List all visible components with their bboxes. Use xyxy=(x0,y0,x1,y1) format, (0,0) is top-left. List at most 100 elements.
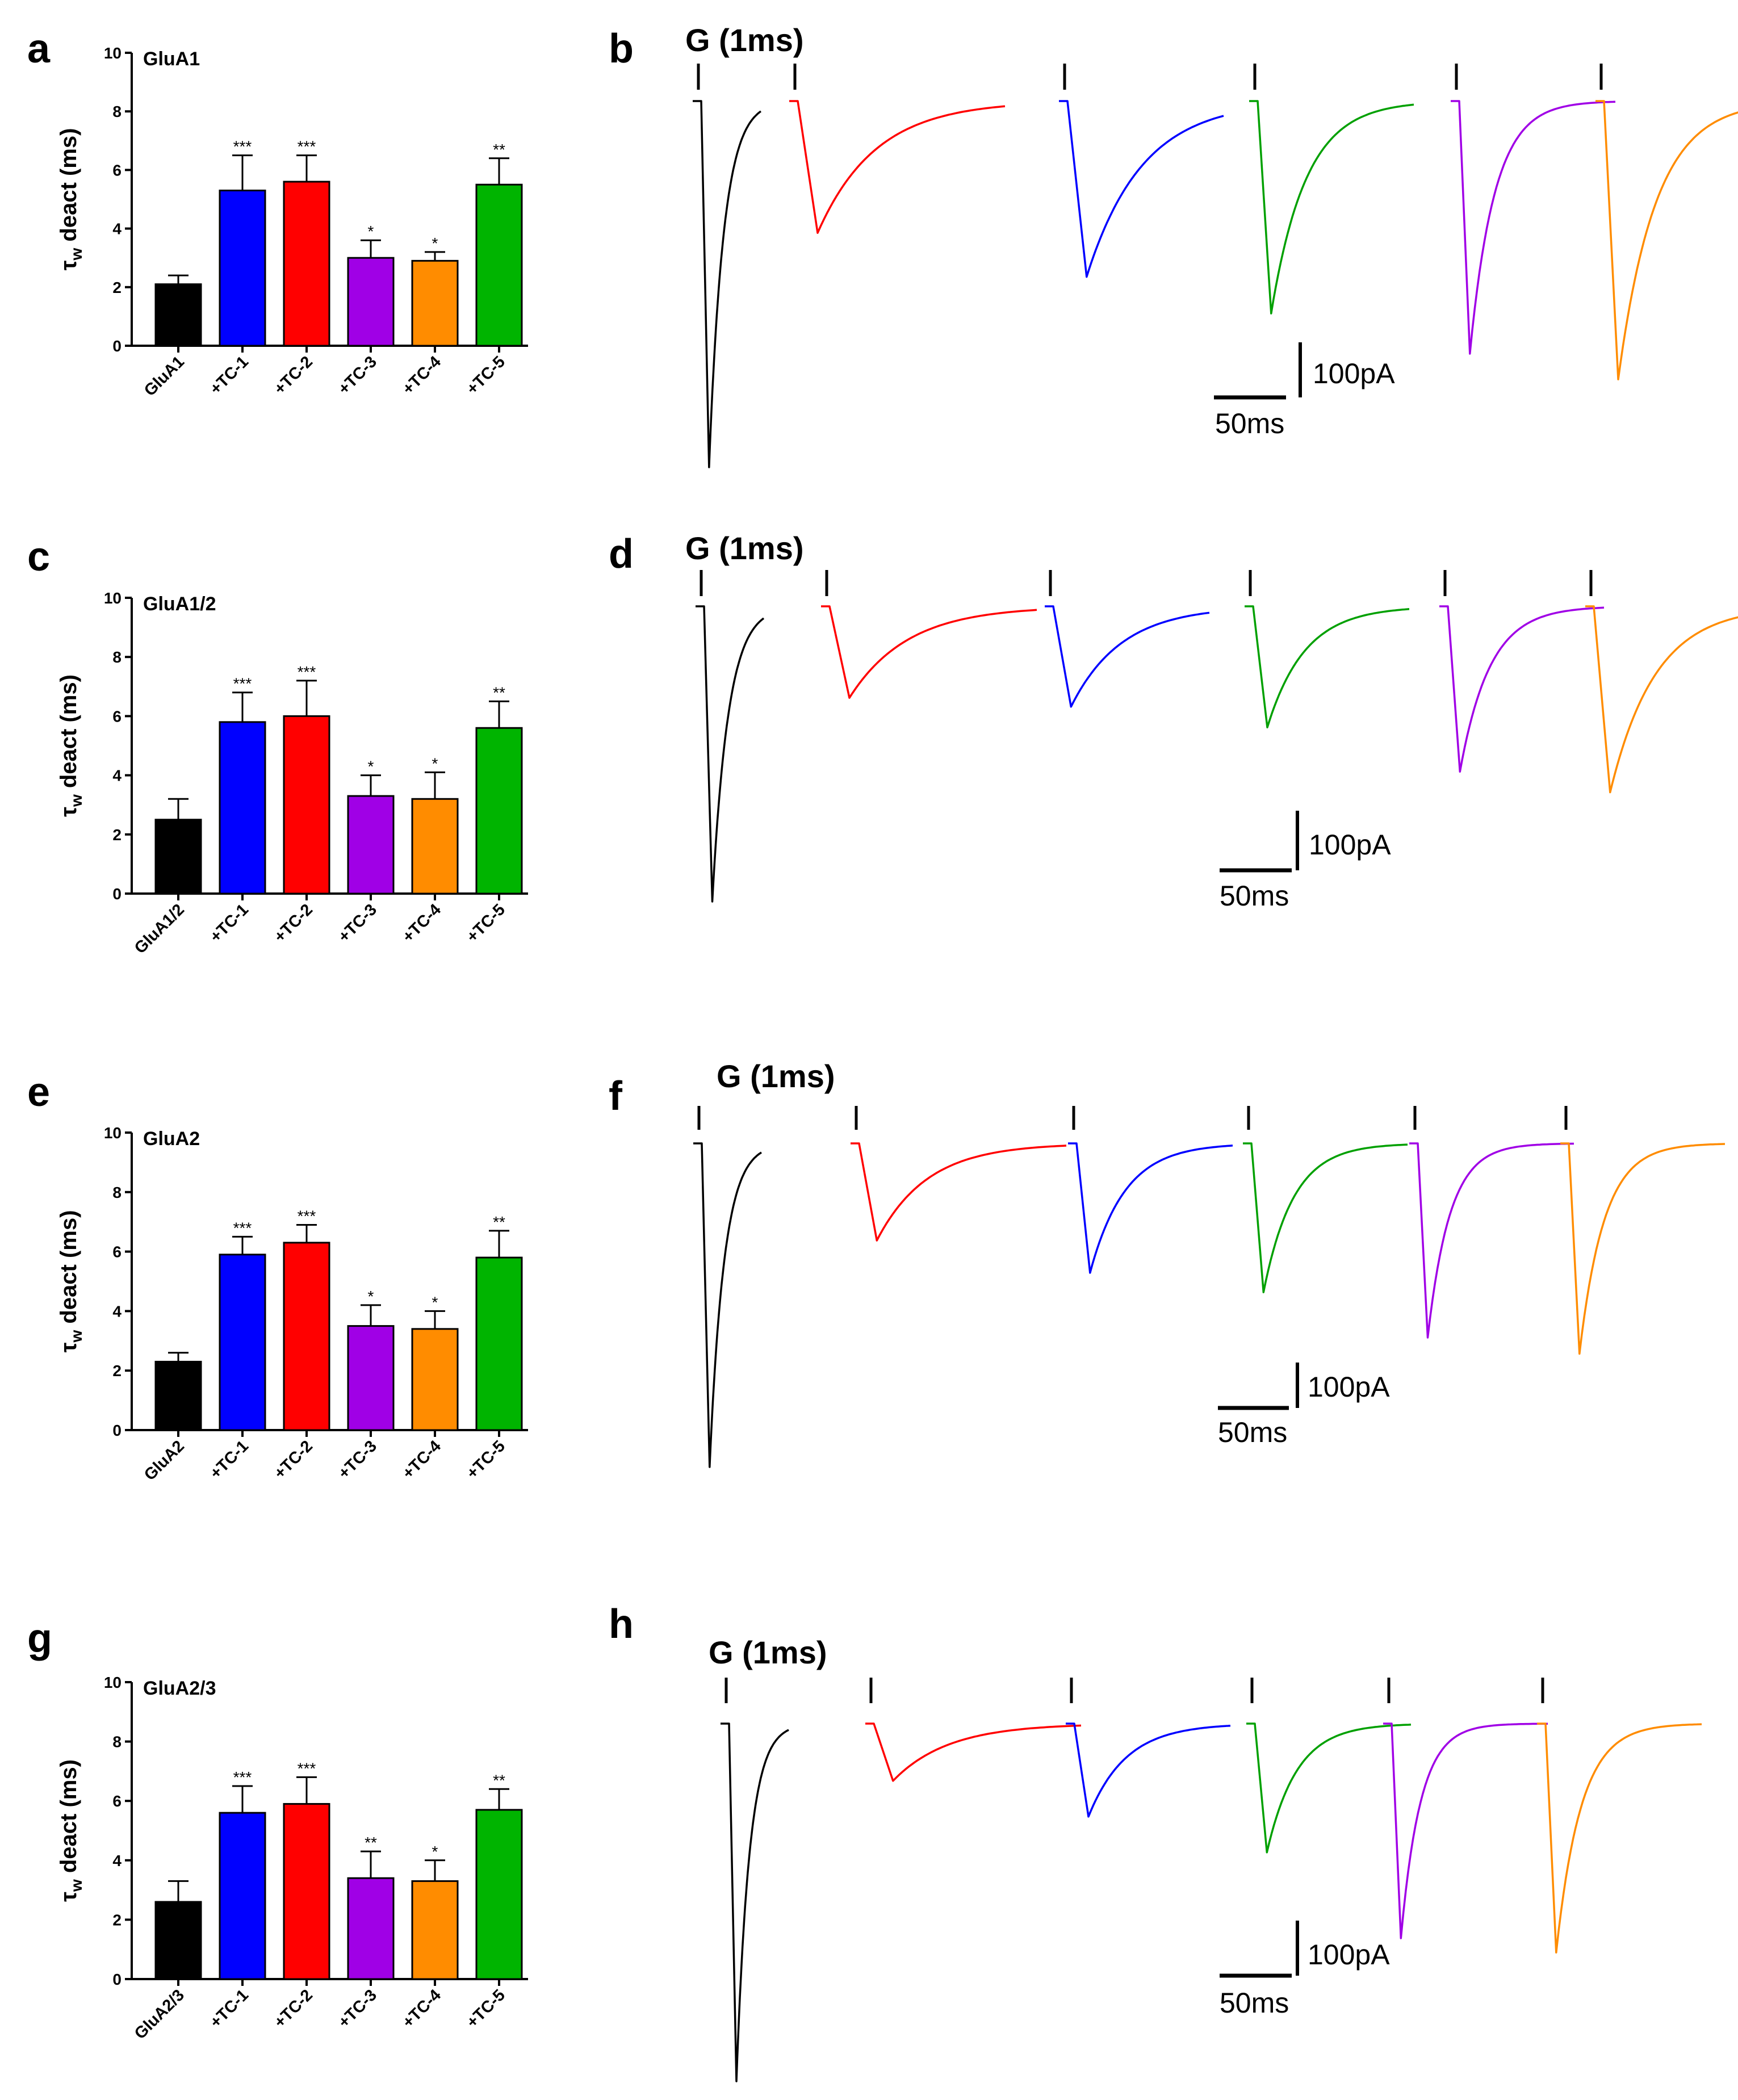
y-tick-label: 4 xyxy=(112,1302,122,1320)
trace-panel-d: d G (1ms) 100pA 50ms xyxy=(609,530,1738,912)
significance-marker: *** xyxy=(298,1759,316,1777)
significance-marker: * xyxy=(368,758,374,776)
y-tick-label: 2 xyxy=(112,279,122,296)
bar-3 xyxy=(283,181,330,347)
x-tick-label: +TC-3 xyxy=(335,1437,380,1482)
y-tick-label: 8 xyxy=(112,1184,122,1201)
significance-marker: *** xyxy=(233,1219,252,1236)
current-trace-1 xyxy=(693,100,762,468)
panel-letter-h: h xyxy=(609,1602,634,1647)
bar-2 xyxy=(219,190,266,347)
bar-1 xyxy=(154,1901,202,1980)
bar-2 xyxy=(219,1254,266,1431)
significance-marker: *** xyxy=(233,675,252,693)
y-tick-label: 4 xyxy=(112,1852,122,1870)
current-trace-1 xyxy=(696,605,765,903)
significance-marker: *** xyxy=(233,1768,252,1786)
y-tick-label: 10 xyxy=(104,44,122,62)
x-tick-label: GluA1 xyxy=(141,353,188,400)
current-trace-6 xyxy=(1537,1722,1702,1954)
current-trace-2 xyxy=(821,605,1037,699)
y-tick-label: 4 xyxy=(112,220,122,238)
significance-marker: * xyxy=(432,755,438,772)
trace-panel-b: b G (1ms) 100pA 50ms xyxy=(609,22,1738,468)
current-trace-6 xyxy=(1560,1142,1726,1355)
panel-letter-a: a xyxy=(27,26,51,72)
x-tick-label: +TC-5 xyxy=(463,900,509,946)
y-tick-label: 8 xyxy=(112,648,122,666)
y-tick-label: 0 xyxy=(112,337,122,355)
current-trace-3 xyxy=(1068,1142,1233,1274)
y-tick-label: 6 xyxy=(112,1792,122,1810)
y-tick-label: 2 xyxy=(112,1362,122,1380)
significance-marker: * xyxy=(432,234,438,252)
significance-marker: ** xyxy=(493,684,505,701)
bar-chart-title: GluA2/3 xyxy=(143,1678,216,1699)
significance-marker: * xyxy=(368,223,374,240)
scale-time-label: 50ms xyxy=(1218,1416,1287,1448)
scale-time-label: 50ms xyxy=(1220,1987,1289,2019)
x-tick-label: GluA2/3 xyxy=(131,1986,188,2043)
current-trace-1 xyxy=(693,1142,762,1468)
stimulus-title: G (1ms) xyxy=(685,530,804,566)
significance-marker: ** xyxy=(493,141,505,158)
stimulus-title: G (1ms) xyxy=(709,1634,827,1670)
bar-1 xyxy=(154,283,202,347)
panel-letter-f: f xyxy=(609,1074,623,1119)
bar-4 xyxy=(347,1325,395,1431)
current-trace-4 xyxy=(1246,1722,1412,1854)
stimulus-title: G (1ms) xyxy=(685,22,804,58)
bar-1 xyxy=(154,819,202,895)
y-tick-label: 10 xyxy=(104,589,122,607)
y-axis-label: τw deact (ms) xyxy=(56,1210,85,1353)
current-trace-3 xyxy=(1059,100,1224,278)
bar-chart-title: GluA1/2 xyxy=(143,593,216,615)
x-tick-label: +TC-3 xyxy=(335,900,380,946)
x-tick-label: +TC-5 xyxy=(463,1986,509,2031)
x-tick-label: +TC-5 xyxy=(463,1437,509,1482)
scale-current-label: 100pA xyxy=(1308,1371,1390,1403)
current-trace-4 xyxy=(1243,1142,1408,1293)
significance-marker: *** xyxy=(298,1207,316,1225)
x-tick-label: +TC-4 xyxy=(399,900,445,946)
current-trace-6 xyxy=(1585,605,1738,794)
significance-marker: *** xyxy=(298,663,316,681)
significance-marker: ** xyxy=(493,1771,505,1789)
current-trace-2 xyxy=(865,1722,1082,1782)
bar-6 xyxy=(475,183,523,347)
panel-letter-g: g xyxy=(27,1616,52,1661)
bar-2 xyxy=(219,1812,266,1980)
significance-marker: *** xyxy=(233,138,252,156)
x-tick-label: +TC-4 xyxy=(399,353,445,398)
current-trace-2 xyxy=(789,100,1006,234)
bar-3 xyxy=(283,1242,330,1431)
x-tick-label: +TC-5 xyxy=(463,353,509,398)
bar-5 xyxy=(411,1880,459,1980)
x-tick-label: +TC-2 xyxy=(271,1437,316,1482)
x-tick-label: +TC-1 xyxy=(207,900,252,946)
bar-3 xyxy=(283,1803,330,1980)
panel-letter-d: d xyxy=(609,531,634,577)
bar-5 xyxy=(411,259,459,347)
y-axis-label: τw deact (ms) xyxy=(56,128,85,271)
y-tick-label: 4 xyxy=(112,767,122,785)
scale-time-label: 50ms xyxy=(1215,408,1284,439)
bar-3 xyxy=(283,715,330,895)
significance-marker: *** xyxy=(298,138,316,156)
x-tick-label: +TC-3 xyxy=(335,353,380,398)
x-tick-label: GluA1/2 xyxy=(131,900,188,957)
y-axis-label: τw deact (ms) xyxy=(56,1759,85,1902)
significance-marker: * xyxy=(432,1293,438,1311)
x-tick-label: +TC-4 xyxy=(399,1986,445,2031)
x-tick-label: +TC-1 xyxy=(207,1986,252,2031)
x-tick-label: +TC-2 xyxy=(271,1986,316,2031)
bar-2 xyxy=(219,721,266,895)
x-tick-label: GluA2 xyxy=(141,1437,188,1484)
bar-6 xyxy=(475,727,523,895)
x-tick-label: +TC-1 xyxy=(207,1437,252,1482)
bar-4 xyxy=(347,795,395,895)
